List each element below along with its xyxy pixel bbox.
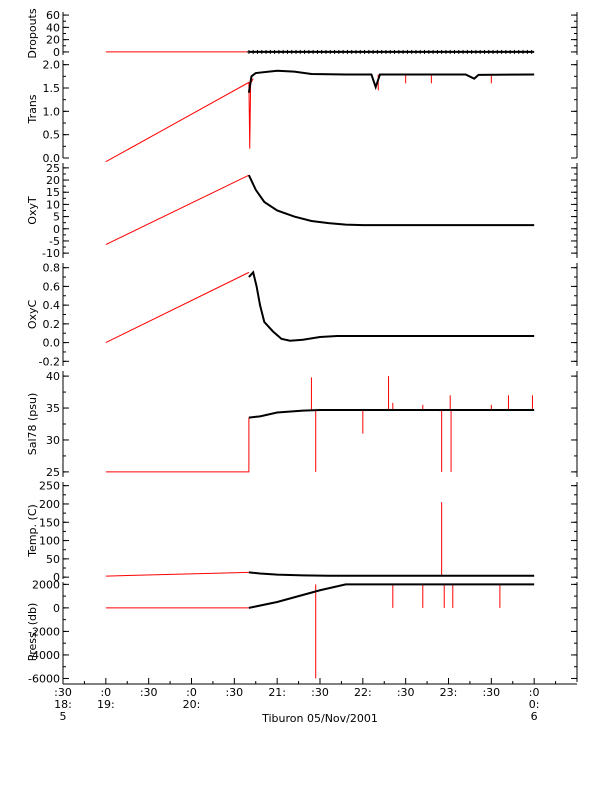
y-tick-label: 0.2: [43, 318, 61, 331]
y-axis-label: Press. (db): [26, 603, 39, 662]
black-series-line: [248, 408, 535, 419]
x-tick-label: :0: [100, 686, 111, 699]
y-tick-label: 10: [46, 198, 60, 211]
y-tick-label: 15: [46, 186, 60, 199]
black-series-line: [248, 571, 535, 577]
x-tick-label-hour: 19:: [97, 698, 115, 711]
y-tick-label: 20: [46, 34, 60, 47]
y-tick-label: 40: [46, 21, 60, 34]
y-tick-label: 0.0: [43, 152, 61, 165]
panel-6: -6000 -4000 -2000 0 2000 Press. (db): [26, 578, 578, 685]
panel-4: 25 30 35 40 Sal78 (psu): [26, 370, 578, 479]
x-tick-label-hour: 0:: [529, 698, 540, 711]
y-tick-label: -6000: [28, 672, 60, 685]
y-tick-label: 0: [53, 571, 60, 584]
y-tick-label: 20: [46, 174, 60, 187]
red-series-line: [105, 271, 250, 344]
x-tick-label: 23:: [440, 686, 458, 699]
y-tick-label: -0.2: [39, 355, 60, 368]
red-series-line: [105, 78, 254, 163]
y-tick-label: 35: [46, 402, 60, 415]
y-tick-label: 0.5: [43, 129, 61, 142]
y-tick-label: 150: [39, 516, 60, 529]
x-tick-label: :30: [397, 686, 415, 699]
y-tick-label: -4000: [28, 649, 60, 662]
y-tick-label: 1.0: [43, 105, 61, 118]
x-tick-label: :30: [225, 686, 243, 699]
x-tick-label: :0: [186, 686, 197, 699]
y-tick-label: 200: [39, 498, 60, 511]
y-tick-label: 30: [46, 434, 60, 447]
y-tick-label: -10: [42, 247, 60, 260]
x-tick-label: :30: [54, 686, 72, 699]
y-tick-label: 0.0: [43, 337, 61, 350]
black-series-line: [247, 69, 535, 93]
red-series-line: [105, 417, 250, 473]
black-series-line: [247, 174, 535, 227]
panel-3: -0.2 0.0 0.2 0.4 0.6 0.8 OxyC: [26, 262, 578, 368]
y-tick-label: 250: [39, 480, 60, 493]
y-tick-label: 2000: [32, 578, 60, 591]
y-tick-label: -5: [49, 235, 60, 248]
y-tick-label: 60: [46, 9, 60, 22]
y-axis-label: Dropouts: [26, 8, 39, 58]
black-series-line: [248, 583, 535, 609]
y-tick-label: 25: [46, 162, 60, 175]
y-tick-label: -2000: [28, 625, 60, 638]
y-tick-label: 25: [46, 466, 60, 479]
y-axis-label: OxyT: [26, 196, 39, 225]
y-axis-label: Sal78 (psu): [26, 393, 39, 456]
y-tick-label: 5: [53, 211, 60, 224]
y-tick-label: 2.0: [43, 59, 61, 72]
y-tick-label: 100: [39, 535, 60, 548]
y-tick-label: 0.6: [43, 280, 61, 293]
black-series-line: [248, 270, 535, 342]
x-tick-label: 21:: [268, 686, 286, 699]
x-tick-label: :0: [529, 686, 540, 699]
x-tick-label-hour: 20:: [183, 698, 201, 711]
red-series-line: [105, 174, 250, 246]
y-tick-label: 1.5: [43, 82, 61, 95]
red-series-line: [105, 571, 249, 577]
y-tick-label: 0: [53, 223, 60, 236]
y-tick-label: 50: [46, 553, 60, 566]
y-tick-label: 40: [46, 370, 60, 383]
x-tick-label: 22:: [354, 686, 372, 699]
y-axis-label: Temp. (C): [26, 504, 39, 558]
y-tick-label: 0: [53, 46, 60, 59]
x-tick-label: :30: [311, 686, 329, 699]
panels-group: 0204060Dropouts0.00.51.01.52.0Trans-10-5…: [26, 8, 578, 685]
x-tick-label: :30: [140, 686, 158, 699]
x-tick-label-day: 6: [531, 710, 538, 723]
y-axis-label: OxyC: [26, 300, 39, 330]
x-axis-label: Tiburon 05/Nov/2001: [261, 712, 378, 725]
x-tick-label-hour: 18:: [54, 698, 72, 711]
panel-1: 0.0 0.5 1.0 1.5 2.0 Trans: [26, 59, 578, 165]
y-tick-label: 0.8: [43, 262, 61, 275]
x-tick-label: :30: [482, 686, 500, 699]
y-axis-label: Trans: [26, 94, 39, 124]
y-tick-label: 0: [53, 602, 60, 615]
y-tick-label: 0.4: [43, 299, 61, 312]
x-tick-label-day: 5: [60, 710, 67, 723]
